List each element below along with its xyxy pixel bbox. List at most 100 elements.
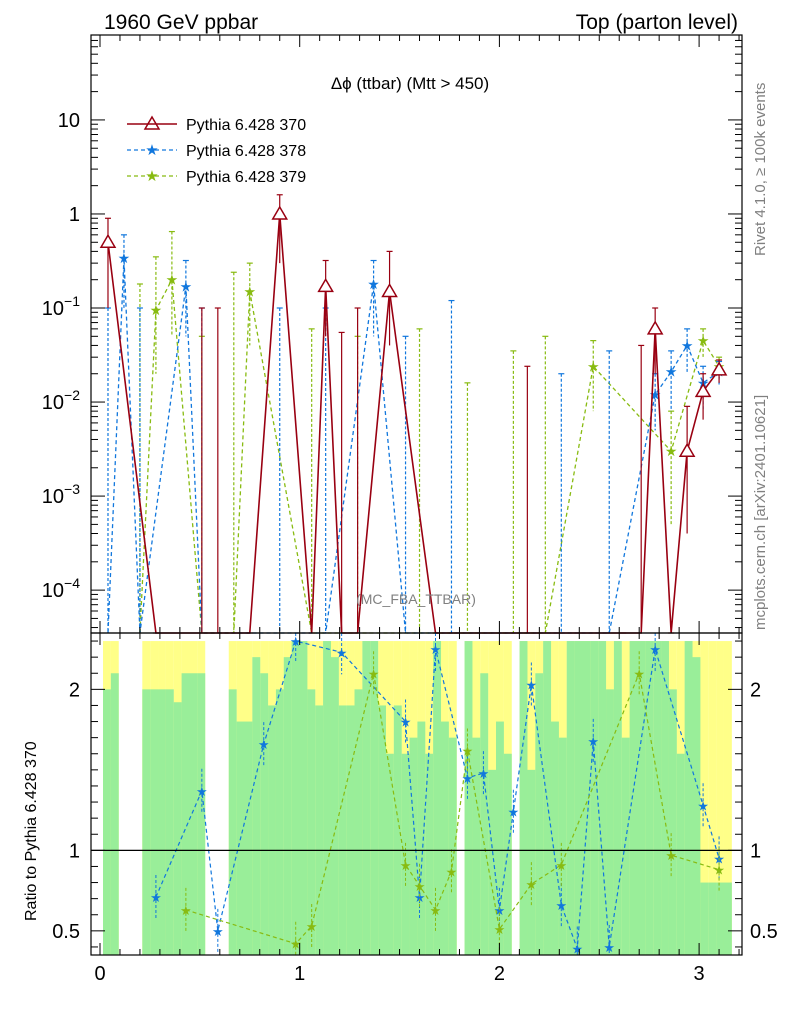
x-tick-label: 1 xyxy=(294,963,305,985)
y-tick-base: 10 xyxy=(42,486,64,508)
data-point-star: ★ xyxy=(166,273,179,289)
ratio-point-star: ★ xyxy=(400,716,412,731)
band-green xyxy=(173,702,182,955)
ratio-point-star: ★ xyxy=(446,865,458,880)
band-yellow xyxy=(708,641,717,955)
band-green xyxy=(551,721,559,955)
band-green xyxy=(393,705,402,955)
band-green xyxy=(661,641,669,955)
band-green xyxy=(181,673,190,955)
band-green xyxy=(629,641,638,955)
axis-ticks xyxy=(91,34,742,955)
band-green xyxy=(142,689,151,955)
band-green xyxy=(275,689,284,955)
ratio-tick-label-right: 1 xyxy=(750,840,761,862)
chart-title: Δϕ (ttbar) (Mtt > 450) xyxy=(331,74,489,93)
y-tick-label: 10−1 xyxy=(42,293,80,320)
ratio-point-star: ★ xyxy=(697,799,709,814)
band-green xyxy=(708,882,717,955)
series-line xyxy=(107,257,720,634)
star-marker-icon: ★ xyxy=(145,167,158,185)
band-green xyxy=(268,705,276,955)
data-point-triangle xyxy=(99,233,117,249)
band-yellow xyxy=(723,641,732,955)
band-green xyxy=(150,689,159,955)
band-green xyxy=(315,705,324,955)
band-green xyxy=(244,721,253,955)
y-tick-base: 10 xyxy=(42,298,64,320)
ratio-point-star: ★ xyxy=(414,891,426,906)
y-tick-label: 10−4 xyxy=(42,575,80,602)
y-tick-label: 10−2 xyxy=(42,387,80,414)
data-point-star: ★ xyxy=(665,444,678,460)
band-green xyxy=(283,657,292,955)
band-green xyxy=(448,737,457,955)
ratio-point-star: ★ xyxy=(478,767,490,782)
ratio-point-star: ★ xyxy=(526,878,538,893)
ratio-point-star: ★ xyxy=(462,772,474,787)
band-green xyxy=(307,689,316,955)
band-green xyxy=(598,641,607,955)
band-green xyxy=(621,737,630,955)
series-379: ★★★★★★★ xyxy=(136,230,725,634)
data-point-star: ★ xyxy=(681,338,694,354)
ratio-tick-label-left: 0.5 xyxy=(52,921,80,943)
ratio-point-star: ★ xyxy=(494,904,506,919)
rivet-version-label: Rivet 4.1.0, ≥ 100k events xyxy=(752,83,769,256)
series-378: ★★★★★★★★ xyxy=(104,234,725,634)
band-green xyxy=(354,689,363,955)
ratio-point-star: ★ xyxy=(430,643,442,658)
data-point-triangle xyxy=(271,205,289,220)
legend-label-370: Pythia 6.428 370 xyxy=(186,117,306,134)
ratio-point-star: ★ xyxy=(368,667,380,682)
band-green xyxy=(260,673,269,955)
header-left: 1960 GeV ppbar xyxy=(104,11,258,34)
band-green xyxy=(165,689,174,955)
data-point-star: ★ xyxy=(367,277,380,293)
data-point-star: ★ xyxy=(665,365,678,381)
ratio-point-star: ★ xyxy=(400,859,412,874)
band-green xyxy=(299,641,308,955)
ratio-point-star: ★ xyxy=(555,899,567,914)
ratio-point-star: ★ xyxy=(430,904,442,919)
ratio-point-star: ★ xyxy=(258,738,270,753)
band-green xyxy=(103,689,111,955)
ratio-point-star: ★ xyxy=(649,643,661,658)
legend-entry-370: Pythia 6.428 370 xyxy=(127,115,306,134)
legend-label-378: Pythia 6.428 378 xyxy=(186,143,306,160)
ratio-point-star: ★ xyxy=(555,859,567,874)
ratio-point-star: ★ xyxy=(414,880,426,895)
band-green xyxy=(409,737,418,955)
band-green xyxy=(189,673,198,955)
ratio-point-star: ★ xyxy=(494,923,506,938)
band-green xyxy=(425,753,434,955)
ratio-point-star: ★ xyxy=(180,904,192,919)
ratio-point-star: ★ xyxy=(150,891,162,906)
y-tick-label: 1 xyxy=(69,204,80,226)
y-tick-label: 10−3 xyxy=(42,481,80,508)
x-tick-label: 0 xyxy=(94,963,105,985)
ratio-point-star: ★ xyxy=(306,920,318,935)
ratio-tick-label-left: 2 xyxy=(69,679,80,701)
band-green xyxy=(684,641,693,955)
band-green xyxy=(716,882,724,955)
data-point-star: ★ xyxy=(243,284,256,300)
band-green xyxy=(440,721,449,955)
band-green xyxy=(668,689,677,955)
ratio-point-star: ★ xyxy=(196,785,208,800)
data-point-star: ★ xyxy=(587,359,600,375)
legend-label-379: Pythia 6.428 379 xyxy=(186,169,306,186)
band-green xyxy=(676,753,685,955)
y-tick-exponent: −2 xyxy=(64,387,80,403)
band-green xyxy=(590,641,599,955)
ratio-tick-label-left: 1 xyxy=(69,840,80,862)
band-green xyxy=(228,689,237,955)
band-green xyxy=(535,673,544,955)
band-green xyxy=(488,769,497,955)
ratio-point-star: ★ xyxy=(571,943,583,958)
band-green xyxy=(110,673,119,955)
header-right: Top (parton level) xyxy=(576,11,738,34)
band-green xyxy=(378,705,386,955)
y-tick-exponent: −1 xyxy=(64,293,80,309)
